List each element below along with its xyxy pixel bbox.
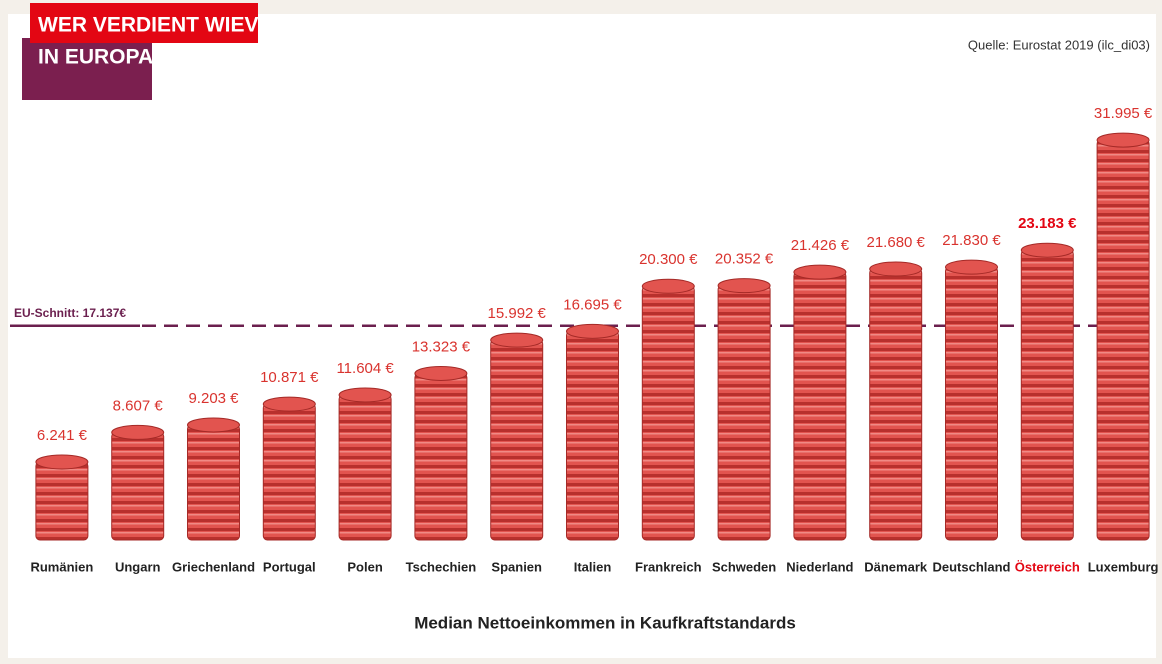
- value-label: 21.830 €: [942, 232, 1001, 249]
- value-label: 13.323 €: [412, 338, 471, 355]
- x-tick-label: Niederland: [786, 559, 853, 574]
- coin-top: [945, 259, 998, 275]
- bar: [262, 403, 316, 541]
- coin-top: [187, 417, 240, 433]
- x-tick-label: Polen: [347, 559, 382, 574]
- coin-top: [111, 424, 165, 440]
- coin-top: [717, 278, 771, 294]
- chart-title: WER VERDIENT WIEVIEL: [38, 14, 291, 37]
- bar: [414, 372, 468, 541]
- reference-label: EU-Schnitt: 17.137€: [14, 306, 126, 320]
- bar: [338, 394, 392, 541]
- bar: [566, 330, 619, 541]
- bar: [793, 271, 847, 541]
- bar: [1020, 249, 1074, 541]
- coin-top: [641, 278, 695, 294]
- coin-top: [262, 396, 316, 412]
- coin-top: [35, 454, 89, 470]
- value-label: 20.352 €: [715, 251, 774, 268]
- x-tick-label: Frankreich: [635, 559, 702, 574]
- value-label: 9.203 €: [188, 390, 239, 407]
- x-tick-label: Ungarn: [115, 559, 161, 574]
- coin-top: [566, 323, 619, 339]
- value-label: 6.241 €: [37, 427, 88, 444]
- coin-top: [1020, 242, 1074, 258]
- x-tick-label: Österreich: [1015, 559, 1080, 574]
- value-label: 11.604 €: [336, 360, 394, 377]
- coin-top: [490, 332, 544, 348]
- coin-top: [1096, 132, 1150, 148]
- coin-top: [869, 261, 923, 277]
- x-tick-label: Griechenland: [172, 559, 255, 574]
- x-tick-label: Tschechien: [406, 559, 477, 574]
- bar: [187, 424, 240, 541]
- chart-subtitle: IN EUROPA?: [38, 46, 166, 69]
- x-tick-label: Spanien: [491, 559, 542, 574]
- bar: [717, 285, 771, 541]
- x-tick-label: Deutschland: [932, 559, 1010, 574]
- bar: [945, 266, 998, 541]
- coin-top: [338, 387, 392, 403]
- bar: [869, 268, 923, 541]
- coin-top: [793, 264, 847, 280]
- bar: [641, 285, 695, 541]
- value-label: 31.995 €: [1094, 105, 1153, 122]
- bar: [490, 339, 544, 541]
- title-box: [30, 3, 258, 43]
- x-tick-label: Schweden: [712, 559, 776, 574]
- value-label: 21.426 €: [791, 237, 850, 254]
- x-tick-label: Dänemark: [864, 559, 928, 574]
- value-label: 16.695 €: [563, 296, 622, 313]
- x-tick-label: Italien: [574, 559, 612, 574]
- bar: [1096, 139, 1150, 541]
- x-axis-label: Median Nettoeinkommen in Kaufkraftstanda…: [414, 613, 796, 632]
- bar: [111, 431, 165, 541]
- source: Quelle: Eurostat 2019 (ilc_di03): [968, 37, 1150, 52]
- value-label: 8.607 €: [113, 397, 164, 414]
- coin-top: [414, 365, 468, 381]
- x-tick-label: Portugal: [263, 559, 316, 574]
- x-tick-label: Rumänien: [30, 559, 93, 574]
- value-label: 23.183 €: [1018, 215, 1077, 232]
- value-label: 21.680 €: [867, 234, 926, 251]
- subtitle-box: [22, 38, 152, 100]
- bar: [35, 461, 89, 541]
- value-label: 10.871 €: [260, 369, 319, 386]
- x-tick-label: Luxemburg: [1088, 559, 1159, 574]
- value-label: 15.992 €: [488, 305, 547, 322]
- value-label: 20.300 €: [639, 251, 698, 268]
